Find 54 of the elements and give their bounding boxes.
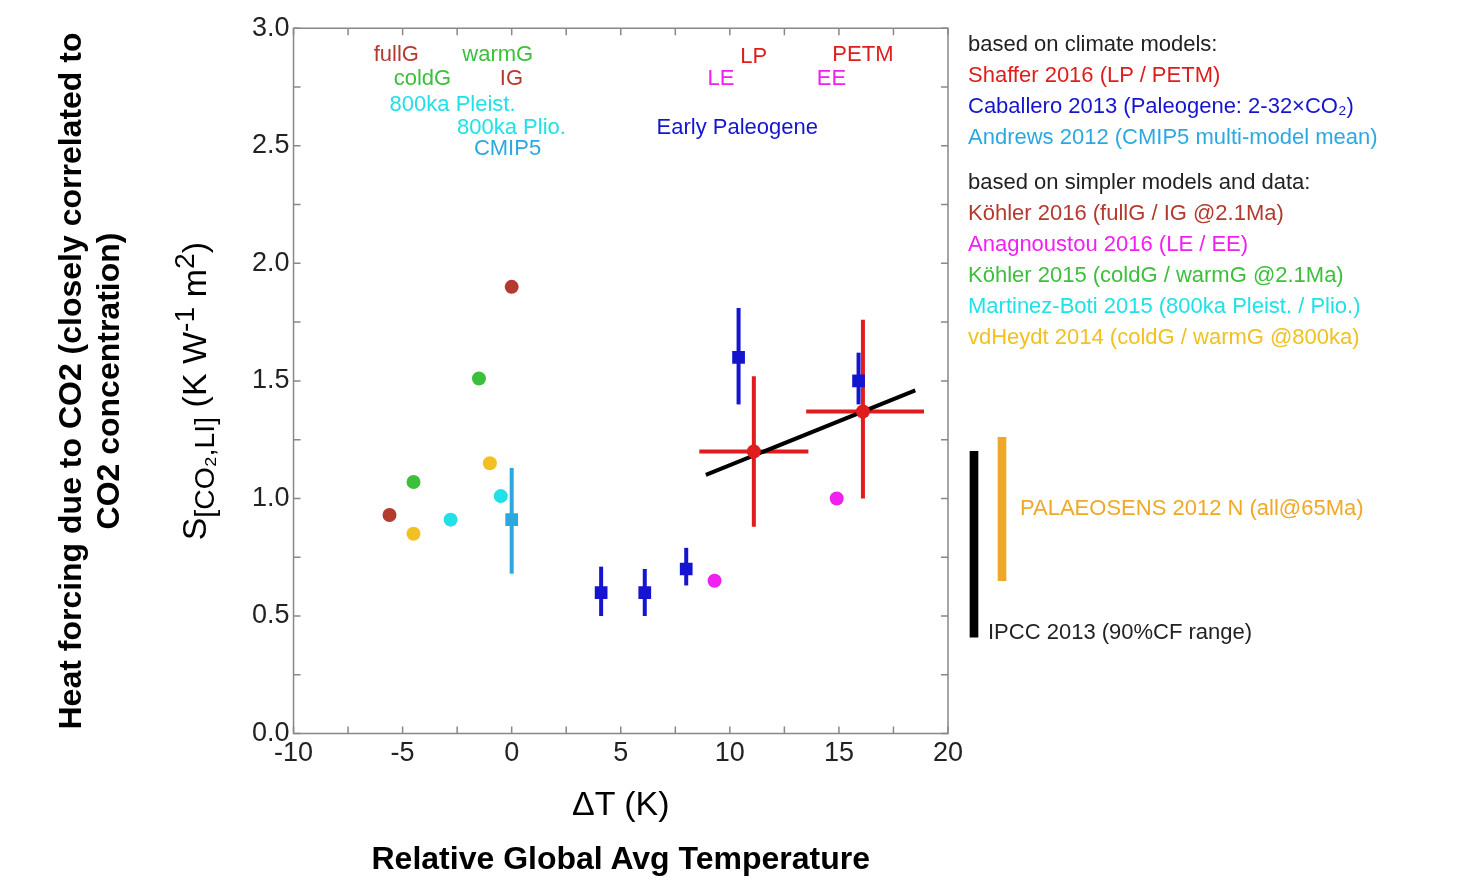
text: vdHeydt 2014 (coldG / warmG @800ka)	[968, 323, 1361, 352]
point	[505, 513, 519, 526]
y-tick-label: 1.0	[251, 481, 290, 512]
point	[732, 351, 745, 364]
text: Relative Global Avg Temperature	[370, 839, 871, 877]
annotation: Early Paleogene	[655, 113, 819, 140]
point	[829, 491, 844, 506]
point	[493, 489, 508, 504]
text: Andrews 2012 (CMIP5 multi-model mean)	[968, 123, 1378, 152]
x-tick-label: -5	[390, 737, 415, 768]
x-tick-label: 15	[823, 737, 854, 768]
x-tick-label: 10	[714, 737, 745, 768]
point	[638, 586, 652, 599]
text: Caballero 2013 (Paleogene: 2-32×CO₂)	[968, 92, 1355, 121]
text: Anagnoustou 2016 (LE / EE)	[968, 230, 1250, 259]
point	[443, 512, 458, 527]
y-tick-label: 0.5	[251, 599, 290, 630]
point	[746, 444, 761, 459]
text: Heat forcing due to CO2 (closely correlated to CO2 concentration)	[50, 31, 127, 732]
annotation: LP	[740, 43, 768, 69]
point	[504, 279, 519, 294]
text: Shaffer 2016 (LP / PETM)	[968, 61, 1222, 90]
point	[406, 526, 421, 541]
y-tick-label: 2.0	[251, 246, 290, 277]
annotation: IG	[499, 64, 524, 90]
annotation: EE	[816, 64, 847, 90]
annotation: LE	[707, 64, 735, 90]
text: Köhler 2015 (coldG / warmG @2.1Ma)	[968, 261, 1345, 290]
point	[594, 586, 608, 599]
annotation: based on climate models:	[968, 30, 1219, 59]
text: Martinez-Boti 2015 (800ka Pleist. / Plio.)	[968, 292, 1362, 321]
x-tick-label: 5	[613, 737, 629, 768]
annotation: based on simpler models and data:	[968, 168, 1312, 197]
annotation: fullG	[373, 41, 419, 67]
y-tick-label: 3.0	[251, 11, 290, 42]
text: Köhler 2016 (fullG / IG @2.1Ma)	[968, 199, 1285, 228]
y-tick-label: 2.5	[251, 129, 290, 160]
annotation: PETM	[832, 41, 894, 67]
point	[679, 562, 693, 576]
point	[482, 456, 497, 471]
point	[471, 371, 486, 386]
point	[707, 573, 722, 588]
y-tick-label: 1.5	[251, 364, 290, 395]
annotation: coldG	[393, 64, 452, 90]
point	[382, 507, 397, 522]
text: PALAEOSENS 2012 N (all@65Ma)	[1020, 495, 1364, 521]
point	[406, 475, 421, 490]
point	[852, 374, 865, 388]
x-tick-label: 0	[504, 737, 520, 768]
annotation: warmG	[462, 41, 534, 67]
x-tick-label: 20	[932, 737, 964, 768]
x-axis-title: ΔT (K)	[570, 783, 671, 823]
point	[855, 404, 870, 419]
annotation: IPCC 2013 (90%CF range)	[988, 619, 1253, 645]
